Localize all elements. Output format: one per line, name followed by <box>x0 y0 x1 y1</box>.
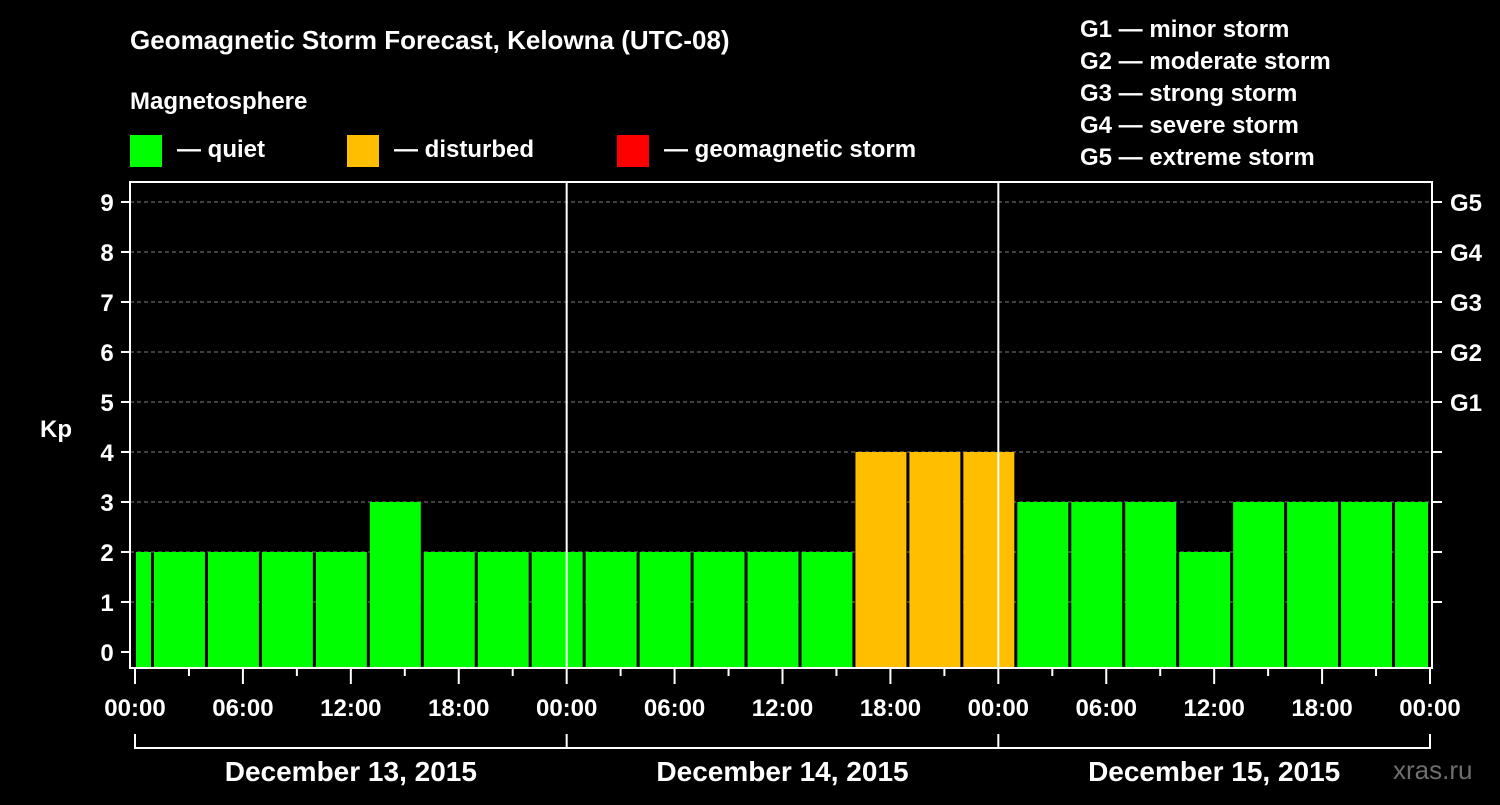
legend-quiet-swatch <box>130 135 162 167</box>
storm-scale-g5: G5 — extreme storm <box>1080 144 1315 171</box>
kp-bar <box>369 502 421 668</box>
x-tick-label: 00:00 <box>104 695 165 722</box>
kp-bar <box>909 452 961 668</box>
x-tick-label: 18:00 <box>428 695 489 722</box>
bars <box>136 452 1428 668</box>
kp-bar <box>585 552 637 668</box>
x-tick-label: 18:00 <box>860 695 921 722</box>
storm-level-label: G3 <box>1450 290 1482 317</box>
y-axis-ticks: 0 1 2 3 4 5 6 7 8 9 <box>100 190 130 667</box>
x-tick-label: 12:00 <box>320 695 381 722</box>
magnetosphere-legend: — quiet — disturbed — geomagnetic storm <box>130 135 916 167</box>
y-axis-label: Kp <box>40 416 72 443</box>
legend-quiet-label: — quiet <box>177 136 265 163</box>
y-tick-label: 8 <box>100 240 113 267</box>
chart-subtitle: Magnetosphere <box>130 88 307 115</box>
kp-bar <box>1395 502 1428 668</box>
legend-storm-label: — geomagnetic storm <box>664 136 916 163</box>
day-label: December 13, 2015 <box>225 756 477 787</box>
kp-bar <box>315 552 367 668</box>
y-tick-label: 1 <box>100 590 113 617</box>
y-tick-label: 4 <box>100 440 114 467</box>
y-tick-label: 7 <box>100 290 113 317</box>
day-brackets: December 13, 2015 December 14, 2015 Decemb… <box>134 734 1431 787</box>
kp-bar <box>531 552 583 668</box>
kp-bar <box>1179 552 1231 668</box>
y-tick-label: 3 <box>100 490 113 517</box>
kp-bar <box>801 552 853 668</box>
day-label: December 14, 2015 <box>656 756 908 787</box>
y-tick-label: 5 <box>100 390 113 417</box>
legend-disturbed-label: — disturbed <box>394 136 534 163</box>
kp-bar <box>693 552 745 668</box>
right-axis-ticks: G1 G2 G3 G4 G5 <box>1432 190 1483 603</box>
kp-bar <box>855 452 907 668</box>
kp-bar <box>639 552 691 668</box>
storm-level-label: G2 <box>1450 340 1482 367</box>
kp-bar <box>477 552 529 668</box>
watermark: xras.ru <box>1393 755 1472 785</box>
legend-disturbed-swatch <box>347 135 379 167</box>
kp-bar <box>1125 502 1177 668</box>
y-tick-label: 9 <box>100 190 113 217</box>
kp-bar <box>1017 502 1069 668</box>
x-tick-label: 06:00 <box>644 695 705 722</box>
plot-frame <box>129 181 1433 669</box>
x-tick-label: 06:00 <box>1076 695 1137 722</box>
kp-bar <box>423 552 475 668</box>
storm-level-label: G5 <box>1450 190 1482 217</box>
day-dividers <box>565 182 1000 668</box>
storm-level-label: G1 <box>1450 390 1482 417</box>
storm-scale-g3: G3 — strong storm <box>1080 80 1297 107</box>
storm-scale-g2: G2 — moderate storm <box>1080 48 1331 75</box>
x-tick-label: 06:00 <box>212 695 273 722</box>
kp-bar <box>1071 502 1123 668</box>
x-tick-label: 00:00 <box>536 695 597 722</box>
storm-level-label: G4 <box>1450 240 1483 267</box>
kp-bar <box>1233 502 1285 668</box>
kp-bar <box>1287 502 1339 668</box>
kp-bar <box>207 552 259 668</box>
x-tick-label: 12:00 <box>1183 695 1244 722</box>
chart-title: Geomagnetic Storm Forecast, Kelowna (UTC… <box>130 25 730 55</box>
storm-scale-legend: G1 — minor storm G2 — moderate storm G3 … <box>1080 16 1331 171</box>
x-tick-label: 18:00 <box>1291 695 1352 722</box>
y-tick-label: 0 <box>100 640 113 667</box>
kp-bar <box>747 552 799 668</box>
x-tick-label: 12:00 <box>752 695 813 722</box>
day-label: December 15, 2015 <box>1088 756 1340 787</box>
x-axis-ticks: 00:00 06:00 12:00 18:00 00:00 06:00 12:00 18:00… <box>104 668 1461 722</box>
kp-bar <box>261 552 313 668</box>
kp-bar <box>136 552 151 668</box>
storm-scale-g1: G1 — minor storm <box>1080 16 1289 43</box>
y-tick-label: 2 <box>100 540 113 567</box>
storm-scale-g4: G4 — severe storm <box>1080 112 1299 139</box>
x-tick-label: 00:00 <box>1399 695 1460 722</box>
x-tick-label: 00:00 <box>968 695 1029 722</box>
kp-bar <box>153 552 205 668</box>
kp-bar <box>1341 502 1393 668</box>
y-tick-label: 6 <box>100 340 113 367</box>
kp-bar <box>963 452 1015 668</box>
legend-storm-swatch <box>617 135 649 167</box>
